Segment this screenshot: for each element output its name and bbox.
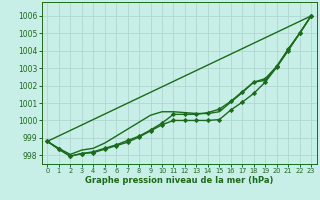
X-axis label: Graphe pression niveau de la mer (hPa): Graphe pression niveau de la mer (hPa) [85, 176, 273, 185]
